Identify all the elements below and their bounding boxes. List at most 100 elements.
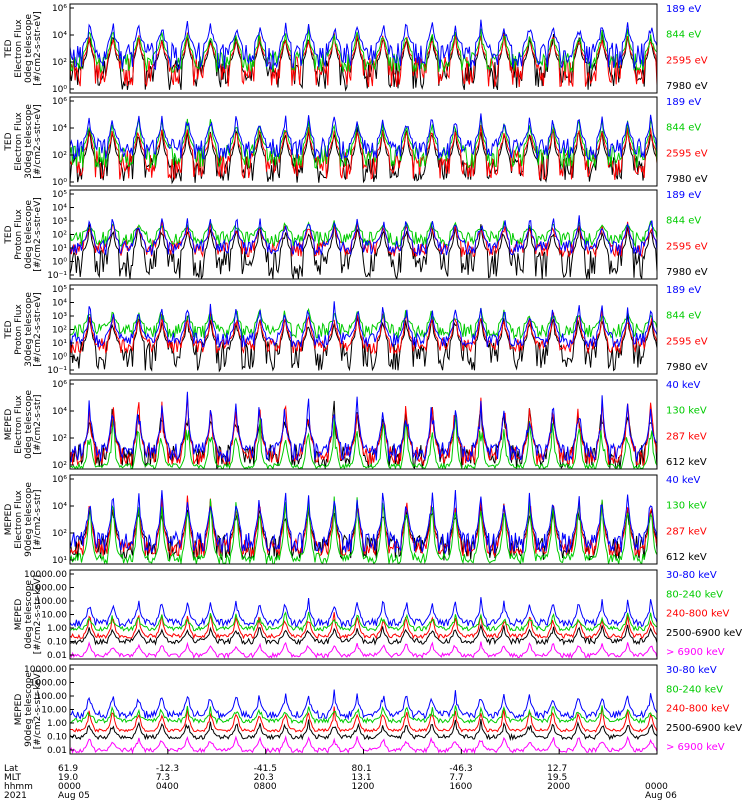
panel-3: 10⁵ 10⁴ 10³ 10² 10¹ 10⁰ 10⁻¹ TED Proton Flux 0deg…: [4, 189, 708, 281]
x-row-label: MLT: [4, 773, 22, 783]
series-line-4: [70, 489, 657, 555]
x-tick-label: -41.5: [254, 764, 277, 774]
legend-entry: 189 eV: [666, 97, 701, 108]
series-line-4: [70, 19, 657, 71]
y-axis-label: TED: [4, 132, 14, 151]
x-row-label: Lat: [4, 764, 19, 774]
panel-frame: [69, 3, 658, 94]
y-tick-label: 10³: [52, 312, 67, 322]
panel-frame: [69, 96, 658, 187]
y-tick-label: 10⁵: [52, 190, 67, 200]
y-axis-label: MEPED: [4, 409, 14, 441]
panel-7: 10000.00 1000.00 100.00 10.00 1.00 0.10 0.01 ME…: [14, 569, 742, 661]
legend-entry: > 6900 keV: [666, 742, 725, 753]
series-line-3: [70, 706, 657, 733]
y-tick-label: 10000.00: [24, 570, 67, 580]
y-tick-label: 10²: [52, 58, 67, 68]
legend-entry: 189 eV: [666, 190, 701, 201]
x-tick-label: 20.3: [254, 773, 274, 783]
y-axis-label: Electron Flux: [14, 395, 24, 454]
y-tick-label: 0.01: [47, 746, 67, 756]
y-axis-label: 0deg telescope: [24, 14, 34, 84]
series-line-3: [70, 412, 657, 469]
x-tick-label: 1600: [449, 782, 472, 792]
y-axis-label: Proton Flux: [14, 304, 24, 355]
legend-entry: 189 eV: [666, 4, 701, 15]
series-line-3: [70, 116, 657, 169]
series-line-1: [70, 641, 657, 659]
y-axis-label: TED: [4, 39, 14, 58]
x-tick-label: 19.5: [547, 773, 567, 783]
y-tick-label: 10⁴: [52, 31, 67, 41]
panel-8: 10000.00 1000.00 100.00 10.00 1.00 0.10 0.01 ME…: [14, 664, 742, 756]
y-tick-label: 10²: [52, 434, 67, 444]
x-tick-label: 0800: [254, 782, 277, 792]
legend-entry: 844 eV: [666, 123, 701, 134]
y-tick-label: 10⁶: [52, 97, 67, 107]
legend-entry: 844 eV: [666, 30, 701, 41]
legend-entry: 130 keV: [666, 501, 707, 512]
y-tick-label: 10⁰: [52, 85, 67, 95]
legend-entry: 189 eV: [666, 285, 701, 296]
series-line-1: [70, 221, 657, 279]
y-tick-label: 10⁵: [52, 285, 67, 295]
legend-entry: 844 eV: [666, 216, 701, 227]
panel-frame: [69, 379, 658, 470]
panel-2: 10⁶ 10⁴ 10² 10⁰ TED Electron Flux 30deg telesc…: [4, 96, 708, 188]
y-tick-label: 10.00: [41, 611, 67, 621]
x-tick-label: 1200: [352, 782, 375, 792]
series-line-4: [70, 301, 657, 349]
legend-entry: 240-800 keV: [666, 704, 730, 715]
y-tick-label: 10¹: [52, 339, 67, 349]
x-row-label: 2021: [4, 791, 27, 800]
y-tick-label: 1000.00: [30, 584, 67, 594]
x-tick-label: -46.3: [449, 764, 472, 774]
x-tick-label: 0000: [645, 782, 668, 792]
y-axis-label: [#/cm2-s-str-eV]: [33, 197, 43, 272]
y-tick-label: 10⁰: [52, 258, 67, 268]
x-tick-label: 0000: [58, 782, 81, 792]
legend-entry: 30-80 keV: [666, 665, 717, 676]
y-axis-label: 90deg telescope: [24, 482, 34, 557]
legend-entry: 287 keV: [666, 431, 707, 442]
y-tick-label: 10²: [52, 151, 67, 161]
y-axis-label: [#/cm2-s-str-eV]: [33, 292, 43, 367]
legend-entry: 612 keV: [666, 552, 707, 563]
y-tick-label: 10³: [52, 217, 67, 227]
y-tick-label: 10⁴: [52, 502, 67, 512]
y-axis-label: 30deg telescope: [24, 292, 34, 367]
y-axis-label: TED: [4, 225, 14, 244]
series-line-5: [70, 597, 657, 629]
legend-entry: 7980 eV: [666, 267, 708, 278]
panel-5: 10⁶ 10⁴ 10² 10² MEPED Electron Flux 0deg teles…: [4, 379, 707, 471]
legend-entry: 2595 eV: [666, 148, 708, 159]
panel-frame: [69, 474, 658, 565]
legend-entry: > 6900 keV: [666, 647, 725, 658]
y-axis-label: 0deg telescope: [24, 390, 34, 460]
legend-entry: 40 keV: [666, 475, 700, 486]
x-tick-label: 80.1: [352, 764, 372, 774]
panel-frame: [69, 569, 658, 660]
series-line-3: [70, 496, 657, 564]
series-line-4: [70, 705, 657, 725]
y-axis-label: 90deg telescope: [24, 672, 34, 747]
legend-entry: 2500-6900 keV: [666, 723, 742, 734]
y-axis-label: [#/cm2-s-str-keV]: [33, 670, 43, 749]
y-tick-label: 10⁻¹: [47, 366, 67, 376]
series-line-3: [70, 220, 657, 249]
legend-entry: 287 keV: [666, 526, 707, 537]
y-tick-label: 10⁰: [52, 353, 67, 363]
y-axis-label: [#/cm2-s-str-eV]: [33, 11, 43, 86]
y-tick-label: 100.00: [36, 692, 68, 702]
y-tick-label: 10⁰: [52, 178, 67, 188]
x-tick-label: 7.7: [449, 773, 463, 783]
x-tick-label: Aug 05: [58, 791, 90, 800]
legend-entry: 130 keV: [666, 406, 707, 417]
y-tick-label: 10¹: [52, 556, 67, 566]
x-row-label: hhmm: [4, 782, 33, 792]
y-axis-label: 0deg telescope: [24, 200, 34, 270]
y-tick-label: 10⁶: [52, 4, 67, 14]
y-tick-label: 0.10: [47, 638, 67, 648]
y-axis-label: TED: [4, 320, 14, 339]
